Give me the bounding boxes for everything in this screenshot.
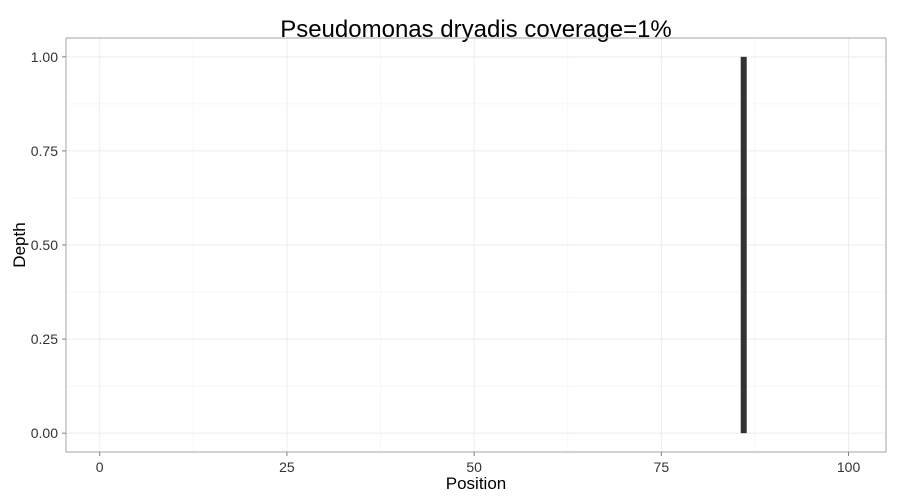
x-axis-title: Position xyxy=(446,474,506,493)
y-axis: 0.00 0.25 0.50 0.75 1.00 xyxy=(31,49,66,441)
x-tick-label: 50 xyxy=(466,459,482,475)
x-tick-label: 0 xyxy=(96,459,104,475)
x-tick-label: 25 xyxy=(279,459,295,475)
x-tick-label: 100 xyxy=(837,459,861,475)
y-tick-label: 1.00 xyxy=(31,49,58,65)
y-axis-title: Depth xyxy=(10,222,29,267)
plot-marks xyxy=(740,56,747,434)
y-tick-label: 0.00 xyxy=(31,425,58,441)
y-tick-label: 0.75 xyxy=(31,143,58,159)
chart-title: Pseudomonas dryadis coverage=1% xyxy=(280,16,672,43)
coverage-bar xyxy=(740,56,747,434)
y-tick-label: 0.25 xyxy=(31,331,58,347)
plot-grid xyxy=(66,38,886,452)
x-axis: 0 25 50 75 100 xyxy=(96,452,861,475)
y-tick-label: 0.50 xyxy=(31,237,58,253)
x-tick-label: 75 xyxy=(654,459,670,475)
